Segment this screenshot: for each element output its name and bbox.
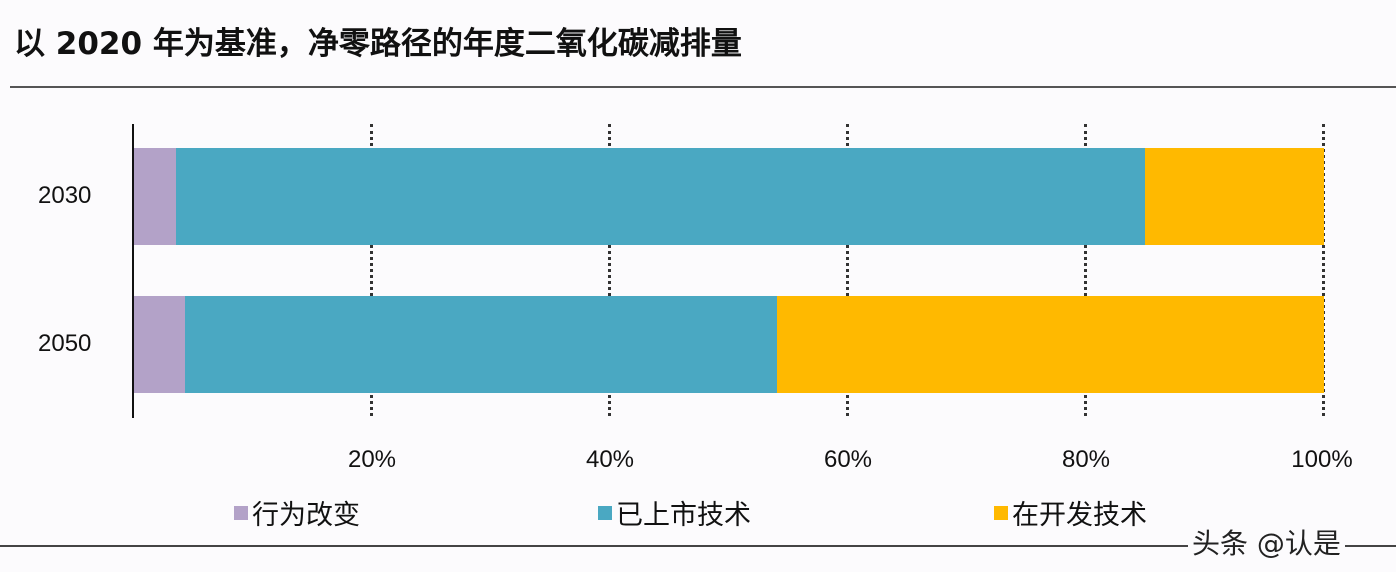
- watermark: 头条 @认是: [1188, 522, 1345, 562]
- bar-segment-development: [776, 296, 1324, 393]
- y-label-2050: 2050: [38, 330, 92, 357]
- gridline-40: [608, 124, 611, 416]
- legend-swatch-icon: [598, 505, 612, 520]
- x-tick-60: 60%: [823, 446, 873, 473]
- chart-title: 以 2020 年为基准，净零路径的年度二氧化碳减排量: [14, 26, 742, 62]
- gridline-20: [370, 124, 373, 416]
- gridline-60: [846, 124, 849, 416]
- title-divider: [10, 86, 1396, 88]
- y-axis: [132, 124, 134, 418]
- legend-label: 在开发技术: [1012, 500, 1147, 531]
- x-tick-80: 80%: [1061, 446, 1111, 473]
- legend-swatch-icon: [994, 505, 1008, 520]
- bar-2050: [134, 296, 1324, 393]
- x-tick-100: 100%: [1291, 446, 1353, 473]
- x-tick-40: 40%: [585, 446, 635, 473]
- bar-2030: [134, 148, 1324, 245]
- legend-item-behavior: 行为改变: [234, 493, 360, 532]
- bar-segment-behavior: [134, 148, 176, 245]
- legend-label: 行为改变: [252, 500, 360, 531]
- legend-item-market: 已上市技术: [598, 493, 751, 532]
- gridline-100: [1322, 124, 1325, 416]
- bar-segment-behavior: [134, 296, 186, 393]
- legend-swatch-icon: [234, 505, 248, 520]
- y-label-2030: 2030: [38, 182, 92, 209]
- bar-segment-market: [175, 148, 1146, 245]
- x-tick-20: 20%: [347, 446, 397, 473]
- gridline-80: [1084, 124, 1087, 416]
- bottom-divider: [0, 545, 1396, 547]
- bar-segment-development: [1145, 148, 1324, 245]
- legend-item-development: 在开发技术: [994, 493, 1147, 532]
- legend-label: 已上市技术: [616, 500, 751, 531]
- bar-segment-market: [185, 296, 777, 393]
